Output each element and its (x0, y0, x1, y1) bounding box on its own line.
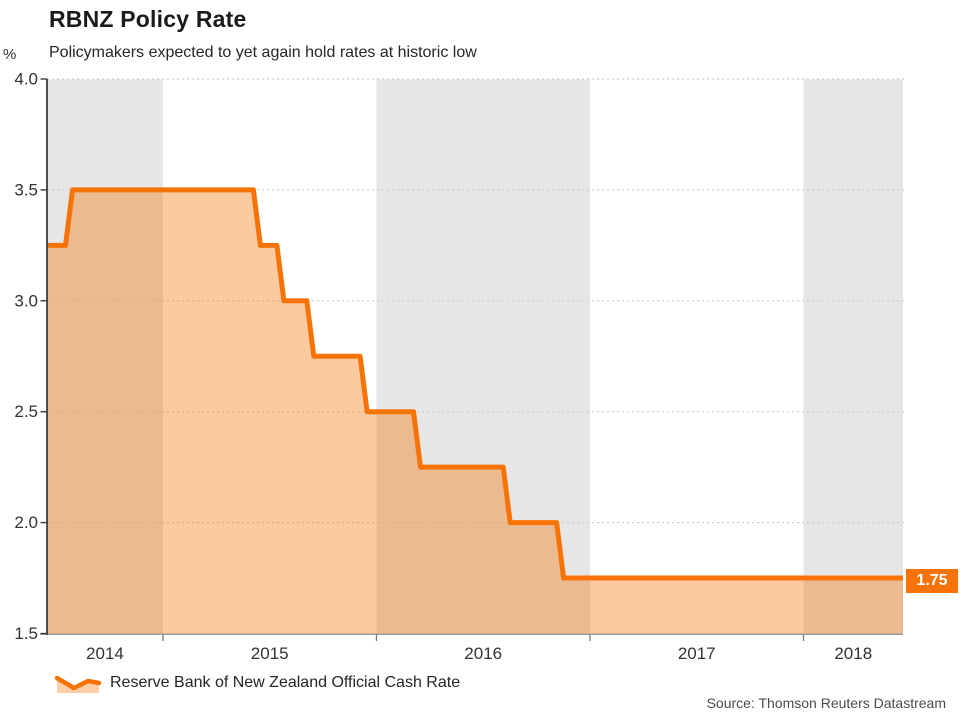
chart-subtitle: Policymakers expected to yet again hold … (49, 44, 477, 61)
y-tick-label: 4.0 (14, 70, 38, 89)
area-series-legend-icon (54, 675, 102, 693)
x-tick-label: 2014 (86, 644, 124, 663)
year-band (376, 79, 590, 634)
source-note: Source: Thomson Reuters Datastream (706, 695, 946, 711)
chart-title: RBNZ Policy Rate (49, 6, 247, 32)
y-axis-unit-label: % (3, 46, 17, 63)
last-value-badge: 1.75 (906, 569, 958, 593)
rate-step-line (47, 187, 903, 581)
legend: Reserve Bank of New Zealand Official Cas… (54, 672, 460, 694)
y-tick-label: 3.0 (14, 291, 38, 310)
year-band (47, 79, 163, 634)
y-tick-label: 2.5 (14, 402, 38, 421)
x-tick-label: 2018 (834, 644, 872, 663)
rate-area-fill (47, 189, 903, 634)
y-tick-label: 3.5 (14, 180, 38, 199)
x-tick-label: 2015 (251, 644, 289, 663)
y-tick-label: 1.5 (14, 624, 38, 643)
legend-label: Reserve Bank of New Zealand Official Cas… (110, 674, 461, 691)
year-band (803, 79, 903, 634)
y-tick-label: 2.0 (14, 513, 38, 532)
x-tick-label: 2017 (678, 644, 716, 663)
x-tick-label: 2016 (464, 644, 502, 663)
legend-icon-line (54, 675, 102, 690)
